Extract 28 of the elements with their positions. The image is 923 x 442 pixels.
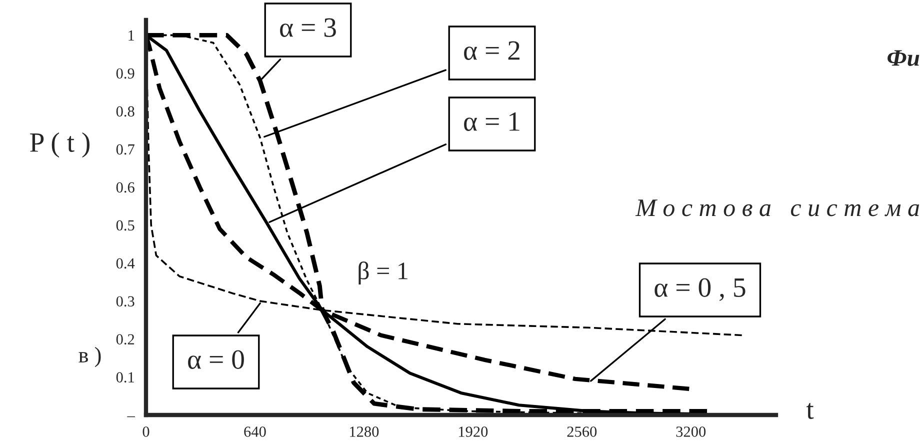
y-tick-label: 1: [128, 30, 134, 40]
text: в ): [78, 346, 101, 368]
x-tick-label: 0: [142, 426, 150, 437]
text: Фи: [888, 50, 920, 66]
y-tick-label: –: [127, 416, 135, 418]
annotation: α = 3: [280, 18, 336, 37]
y-tick-label: 0.4: [116, 258, 135, 269]
y-tick-label: 0.8: [116, 106, 134, 117]
x-axis-title: t: [806, 403, 814, 419]
y-tick-label: 0.5: [116, 220, 134, 231]
x-tick-label: 1280: [350, 426, 379, 437]
y-tick-label: 0.1: [116, 372, 134, 383]
annotation: α = 2: [464, 41, 520, 60]
annotation: α = 0 , 5: [654, 278, 746, 301]
y-tick-label: 0.7: [116, 144, 134, 155]
y-tick-label: 0.3: [116, 296, 134, 307]
y-tick-label: 0.2: [116, 334, 134, 345]
annotation: М о с т о в а с и с т е м а: [635, 200, 920, 216]
y-tick-label: 0.6: [116, 182, 134, 193]
annotation: β = 1: [358, 262, 408, 284]
y-axis-title: P ( t ): [30, 132, 90, 158]
x-tick-label: 3200: [676, 426, 706, 437]
x-tick-label: 2560: [567, 426, 597, 437]
annotation: α = 0: [188, 350, 244, 369]
y-tick-label: 0.9: [116, 68, 134, 79]
annotation: α = 1: [464, 112, 520, 131]
x-tick-label: 640: [244, 426, 266, 437]
x-tick-label: 1920: [458, 426, 488, 437]
